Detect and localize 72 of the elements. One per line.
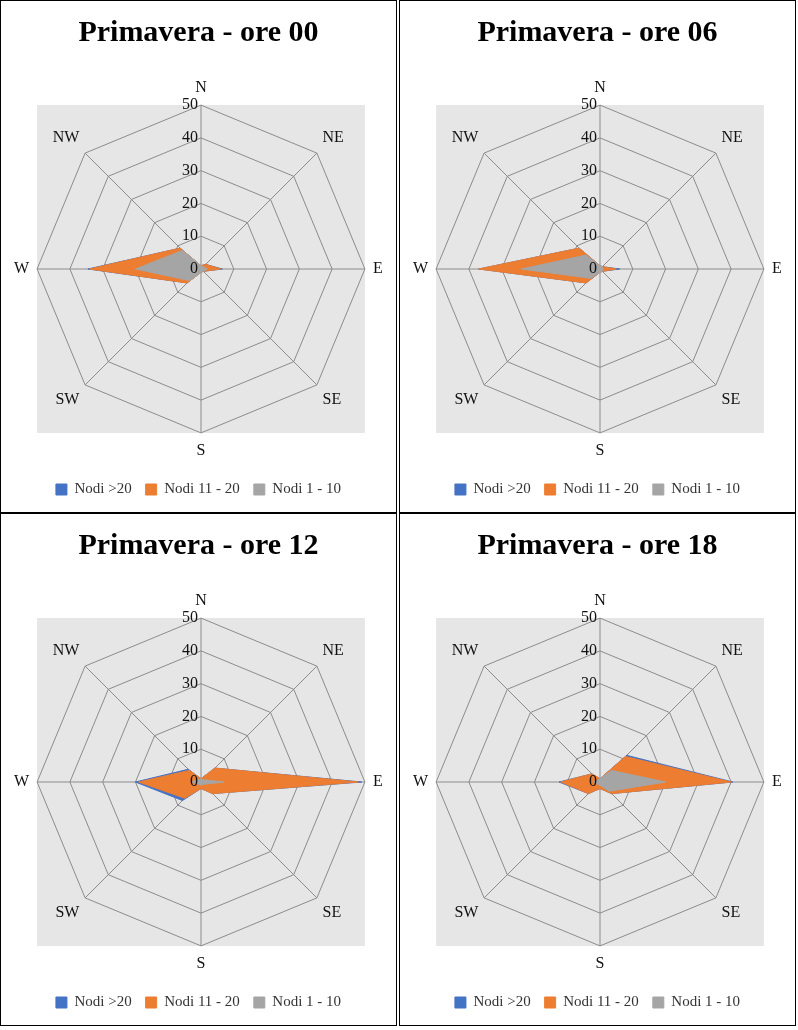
chart-title: Primavera - ore 12: [78, 526, 319, 560]
spoke-label: W: [412, 259, 429, 277]
spoke-label: W: [13, 259, 30, 277]
spoke-label: NW: [52, 641, 81, 659]
spoke-label: N: [594, 77, 607, 95]
legend-label: Nodi 11 - 20: [164, 480, 240, 497]
y-tick-label: 20: [581, 193, 597, 211]
legend-label: Nodi 11 - 20: [563, 993, 639, 1010]
chart-title: Primavera - ore 18: [477, 526, 718, 560]
y-tick-label: 30: [581, 160, 597, 178]
spoke-label: W: [412, 772, 429, 790]
legend-label: Nodi 1 - 10: [671, 480, 741, 497]
y-tick-label: 20: [182, 193, 198, 211]
spoke-label: NE: [721, 641, 743, 659]
spoke-label: W: [13, 772, 30, 790]
spoke-label: SW: [55, 390, 81, 408]
y-tick-label: 0: [589, 259, 597, 277]
y-tick-label: 10: [182, 739, 198, 757]
spoke-label: NW: [52, 128, 81, 146]
spoke-label: E: [372, 772, 383, 790]
spoke-label: SW: [55, 903, 81, 921]
legend-label: Nodi >20: [74, 993, 132, 1010]
spoke-label: E: [771, 259, 782, 277]
spoke-label: SW: [454, 903, 480, 921]
spoke-label: SE: [322, 390, 342, 408]
legend-label: Nodi >20: [74, 480, 132, 497]
y-tick-label: 0: [190, 259, 198, 277]
spoke-label: NE: [721, 128, 743, 146]
spoke-label: SE: [721, 903, 741, 921]
legend-label: Nodi 11 - 20: [164, 993, 240, 1010]
spoke-label: N: [195, 590, 208, 608]
y-tick-label: 30: [182, 673, 198, 691]
y-tick-label: 50: [581, 95, 597, 113]
legend-label: Nodi 1 - 10: [671, 993, 741, 1010]
y-tick-label: 50: [182, 608, 198, 626]
spoke-label: SE: [322, 903, 342, 921]
y-tick-label: 0: [190, 772, 198, 790]
legend-label: Nodi 1 - 10: [272, 480, 342, 497]
spoke-label: S: [595, 440, 605, 458]
legend-label: Nodi 11 - 20: [563, 480, 639, 497]
y-tick-label: 10: [581, 739, 597, 757]
y-tick-label: 40: [581, 128, 597, 146]
y-tick-label: 30: [581, 673, 597, 691]
y-tick-label: 20: [581, 706, 597, 724]
y-tick-label: 10: [182, 226, 198, 244]
spoke-label: E: [372, 259, 383, 277]
spoke-label: SW: [454, 390, 480, 408]
spoke-label: S: [595, 953, 605, 971]
y-tick-label: 0: [589, 772, 597, 790]
spoke-label: NW: [451, 641, 480, 659]
y-tick-label: 50: [182, 95, 198, 113]
chart-title: Primavera - ore 00: [78, 13, 319, 47]
spoke-label: SE: [721, 390, 741, 408]
y-tick-label: 30: [182, 160, 198, 178]
spoke-label: E: [771, 772, 782, 790]
y-tick-label: 20: [182, 706, 198, 724]
spoke-label: N: [594, 590, 607, 608]
spoke-label: NW: [451, 128, 480, 146]
chart-title: Primavera - ore 06: [477, 13, 718, 47]
legend-label: Nodi >20: [473, 480, 531, 497]
y-tick-label: 40: [182, 128, 198, 146]
y-tick-label: 40: [182, 641, 198, 659]
spoke-label: NE: [322, 641, 344, 659]
spoke-label: N: [195, 77, 208, 95]
legend-label: Nodi >20: [473, 993, 531, 1010]
spoke-label: S: [196, 440, 206, 458]
y-tick-label: 10: [581, 226, 597, 244]
legend-label: Nodi 1 - 10: [272, 993, 342, 1010]
y-tick-label: 50: [581, 608, 597, 626]
spoke-label: S: [196, 953, 206, 971]
spoke-label: NE: [322, 128, 344, 146]
y-tick-label: 40: [581, 641, 597, 659]
